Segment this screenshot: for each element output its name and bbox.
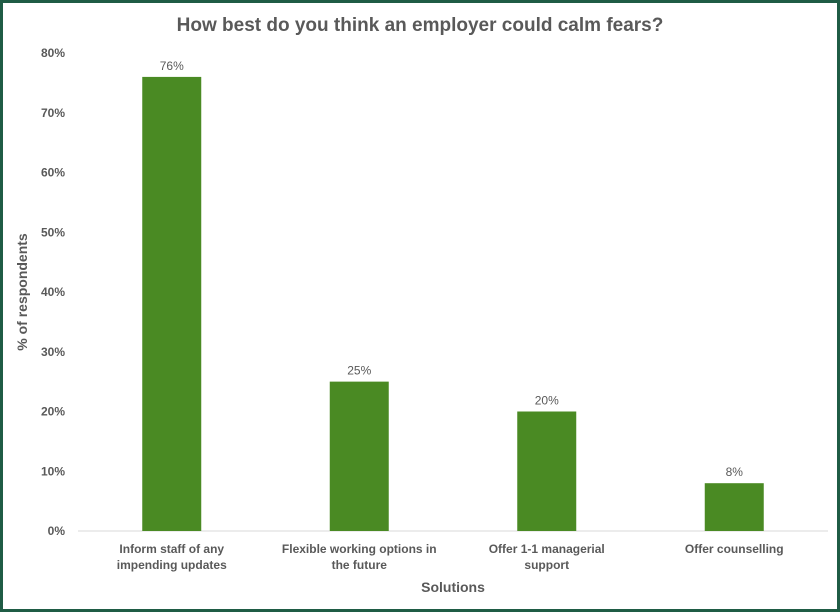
x-axis-title: Solutions <box>421 579 485 595</box>
x-tick-label: Inform staff of any impending updates <box>117 542 227 572</box>
x-tick-label: Flexible working options in the future <box>282 542 437 572</box>
y-axis-title: % of respondents <box>14 233 30 351</box>
x-tick-label: Offer 1-1 managerial support <box>489 542 605 572</box>
y-tick-label: 80% <box>41 46 65 60</box>
data-label: 20% <box>535 394 559 408</box>
data-label: 8% <box>726 465 744 479</box>
bar-chart: How best do you think an employer could … <box>14 15 828 595</box>
bar <box>517 411 577 531</box>
y-tick-label: 70% <box>41 106 65 120</box>
bar <box>329 381 389 531</box>
x-tick-label: Offer counselling <box>685 542 784 556</box>
bar <box>704 483 764 531</box>
bars: 76% 25% 20% 8% <box>142 59 764 532</box>
y-axis: 0% 10% 20% 30% 40% 50% 60% 70% 80% <box>41 46 65 538</box>
x-axis: Inform staff of any impending updates Flex… <box>117 542 784 572</box>
y-tick-label: 20% <box>41 405 65 419</box>
y-tick-label: 60% <box>41 166 65 180</box>
bar <box>142 76 202 532</box>
y-tick-label: 10% <box>41 464 65 478</box>
y-tick-label: 30% <box>41 345 65 359</box>
y-tick-label: 40% <box>41 285 65 299</box>
y-tick-label: 50% <box>41 225 65 239</box>
data-label: 25% <box>347 364 371 378</box>
chart-title: How best do you think an employer could … <box>177 15 664 36</box>
data-label: 76% <box>160 59 184 73</box>
y-tick-label: 0% <box>48 524 66 538</box>
